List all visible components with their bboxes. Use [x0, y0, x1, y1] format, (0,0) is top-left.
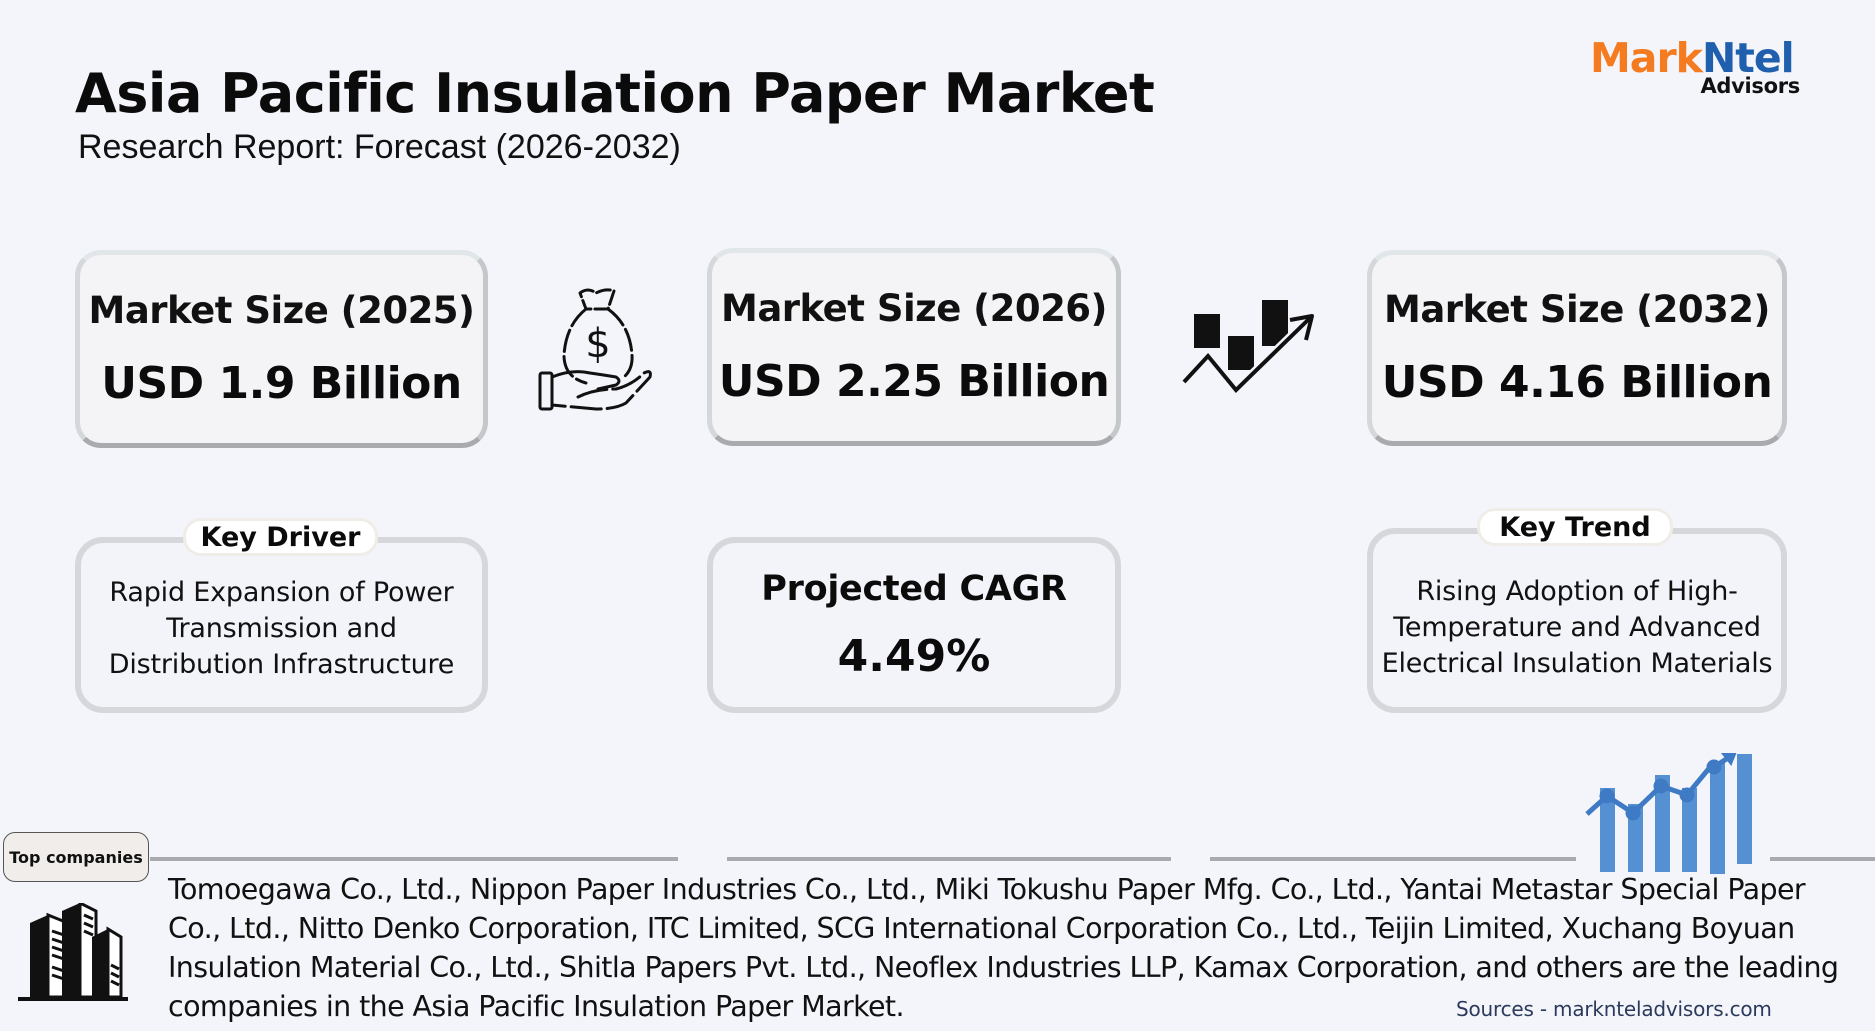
svg-text:$: $: [585, 321, 610, 367]
sources-link[interactable]: Sources - marknteladvisors.com: [1456, 997, 1772, 1021]
divider-line: [150, 857, 678, 861]
market-size-2032-card: Market Size (2032) USD 4.16 Billion: [1367, 250, 1787, 446]
key-trend-box: Rising Adoption of High-Temperature and …: [1367, 528, 1787, 713]
cagr-value: 4.49%: [837, 630, 991, 682]
logo-wordmark: MarkNtel: [1590, 34, 1795, 82]
market-size-2025-value: USD 1.9 Billion: [101, 358, 462, 409]
office-buildings-icon: [18, 900, 128, 1003]
key-trend-text: Rising Adoption of High-Temperature and …: [1381, 575, 1773, 679]
key-driver-label: Key Driver: [183, 518, 378, 556]
logo-brand-part2: Ntel: [1701, 34, 1795, 82]
money-bag-hand-icon: $: [536, 285, 658, 413]
marknteladvisors-logo: MarkNtel Advisors: [1590, 34, 1802, 100]
page-subtitle: Research Report: Forecast (2026-2032): [78, 128, 681, 166]
top-companies-label: Top companies: [3, 832, 149, 882]
divider-line: [727, 857, 1171, 861]
market-size-2032-label: Market Size (2032): [1384, 288, 1770, 331]
divider-line: [1210, 857, 1576, 861]
key-trend-label: Key Trend: [1477, 508, 1673, 546]
market-size-2026-value: USD 2.25 Billion: [718, 356, 1110, 407]
key-driver-box: Rapid Expansion of Power Transmission an…: [75, 537, 488, 713]
logo-tagline: Advisors: [1700, 74, 1800, 98]
cagr-label: Projected CAGR: [761, 568, 1067, 609]
logo-brand-part1: Mark: [1590, 34, 1703, 82]
top-companies-text: Tomoegawa Co., Ltd., Nippon Paper Indust…: [168, 873, 1839, 1023]
projected-cagr-box: Projected CAGR 4.49%: [707, 537, 1121, 713]
key-driver-text: Rapid Expansion of Power Transmission an…: [108, 577, 455, 680]
rising-trend-chart-icon: [1180, 300, 1320, 406]
market-size-2025-label: Market Size (2025): [88, 289, 475, 332]
divider-line: [1770, 857, 1875, 861]
bar-growth-chart-icon: [1585, 752, 1765, 880]
page-title: Asia Pacific Insulation Paper Market: [75, 62, 1155, 125]
market-size-2026-card: Market Size (2026) USD 2.25 Billion: [707, 248, 1121, 446]
market-size-2026-label: Market Size (2026): [721, 287, 1107, 330]
market-size-2025-card: Market Size (2025) USD 1.9 Billion: [75, 250, 488, 448]
market-size-2032-value: USD 4.16 Billion: [1381, 357, 1773, 408]
